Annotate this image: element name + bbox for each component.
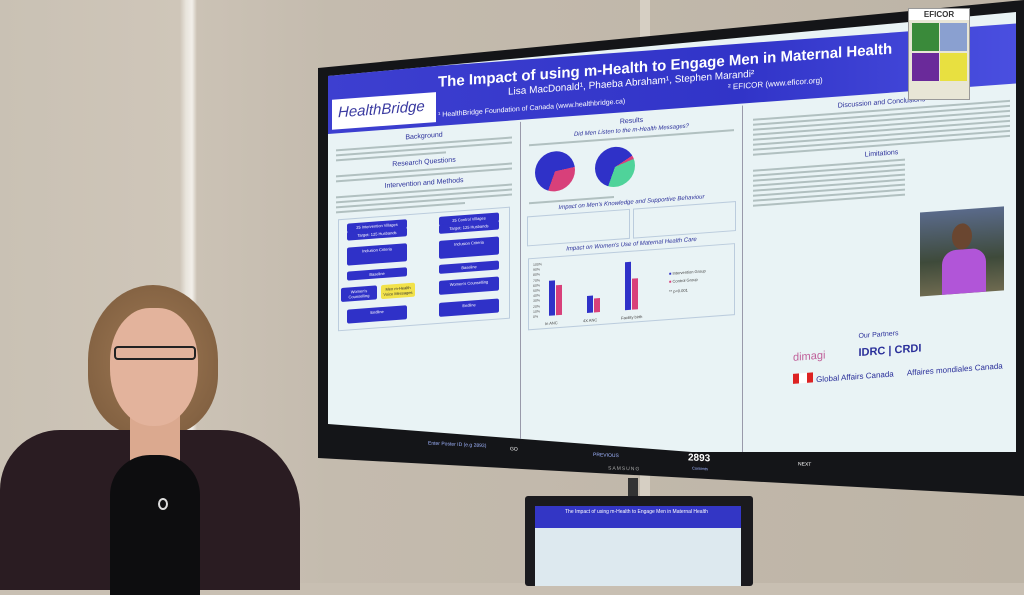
poster-number: 2893 <box>688 452 711 465</box>
man-with-phone-photo <box>920 206 1004 297</box>
idrc-logo: IDRC | CRDI <box>858 342 922 360</box>
samsung-brand: SAMSUNG <box>607 465 641 473</box>
legend-item: ■ Intervention Group <box>669 268 706 276</box>
presenter-woman <box>0 280 300 595</box>
flow-counselling-a: Women's Counselling <box>341 285 377 303</box>
x-category-label: Facility birth <box>621 313 643 321</box>
affaires-mondiales-logo: Affaires mondiales Canada <box>906 361 1003 378</box>
flow-endline-a: Endline <box>347 305 407 324</box>
flow-baseline-a: Baseline <box>347 267 407 281</box>
bar-control-group <box>632 278 638 310</box>
bar-intervention-group <box>587 295 593 313</box>
poster-right-column: Discussion and Conclusions Limitations O… <box>742 85 1014 452</box>
flow-baseline-b: Baseline <box>439 260 499 274</box>
small-monitor: The Impact of using m-Health to Engage M… <box>525 496 753 586</box>
small-monitor-title: The Impact of using m-Health to Engage M… <box>535 506 741 528</box>
flow-messages: Men m-Health Voice Messages <box>381 282 415 300</box>
x-category-label: 4X ANC <box>583 317 598 324</box>
y-tick-label: 90% <box>533 267 541 273</box>
y-tick-label: 40% <box>533 293 541 299</box>
flow-counselling-b: Women's Counselling <box>439 276 499 295</box>
y-tick-label: 70% <box>533 278 541 283</box>
flow-inclusion-b: Inclusion Criteria <box>439 236 499 259</box>
study-design-flowchart: 25 Intervention Villages Target: 125 Hus… <box>338 206 510 332</box>
small-monitor-screen: The Impact of using m-Health to Engage M… <box>535 506 741 586</box>
flow-endline-b: Endline <box>439 298 499 317</box>
contents-link[interactable]: Contents <box>692 465 709 472</box>
significance-note: ** p<0.001 <box>669 287 688 294</box>
dimagi-logo: dimagi <box>793 349 826 364</box>
x-category-label: In ANC <box>545 320 558 327</box>
y-tick-label: 20% <box>533 304 541 309</box>
y-tick-label: 10% <box>533 309 541 314</box>
pie-chart-1 <box>535 149 575 193</box>
y-tick-label: 30% <box>533 298 541 304</box>
go-button[interactable]: GO <box>510 446 518 453</box>
pie-chart-2 <box>595 145 635 189</box>
global-affairs-logo: Global Affairs Canada <box>816 369 894 385</box>
necklace-pendant <box>158 498 168 510</box>
bar-intervention-group <box>549 280 555 316</box>
care-bar-chart: 0% 10% 20% 30% 40% 50% 60% 70% 80% 90% 100% In ANC 4… <box>528 243 735 331</box>
healthbridge-logo: HealthBridge <box>332 92 436 130</box>
glasses <box>114 346 196 360</box>
eficor-logo: EFICOR <box>908 8 970 100</box>
y-tick-label: 80% <box>533 272 541 278</box>
legend-item: ■ Control Group <box>669 276 698 284</box>
bar-intervention-group <box>625 261 631 311</box>
previous-button[interactable]: PREVIOUS <box>593 452 619 460</box>
partner-logos: dimagi IDRC | CRDI Global Affairs Canada… <box>793 336 1003 386</box>
eficor-logo-text: EFICOR <box>909 9 969 20</box>
y-tick-label: 50% <box>533 288 541 293</box>
y-tick-label: 60% <box>533 283 541 288</box>
next-button[interactable]: NEXT <box>798 461 812 468</box>
poster-left-column: Background Research Questions Interventi… <box>332 122 516 452</box>
y-tick-label: 0% <box>533 314 539 319</box>
bar-control-group <box>556 285 562 316</box>
y-tick-label: 100% <box>533 262 542 267</box>
poster-middle-column: Results Did Men Listen to the m-Health M… <box>520 105 738 452</box>
flow-inclusion-a: Inclusion Criteria <box>347 243 407 266</box>
bar-control-group <box>594 298 600 313</box>
poster-id-input[interactable]: Enter Poster ID (e.g 2893) <box>428 440 487 450</box>
tv-screen: HealthBridge The Impact of using m-Healt… <box>328 12 1016 452</box>
